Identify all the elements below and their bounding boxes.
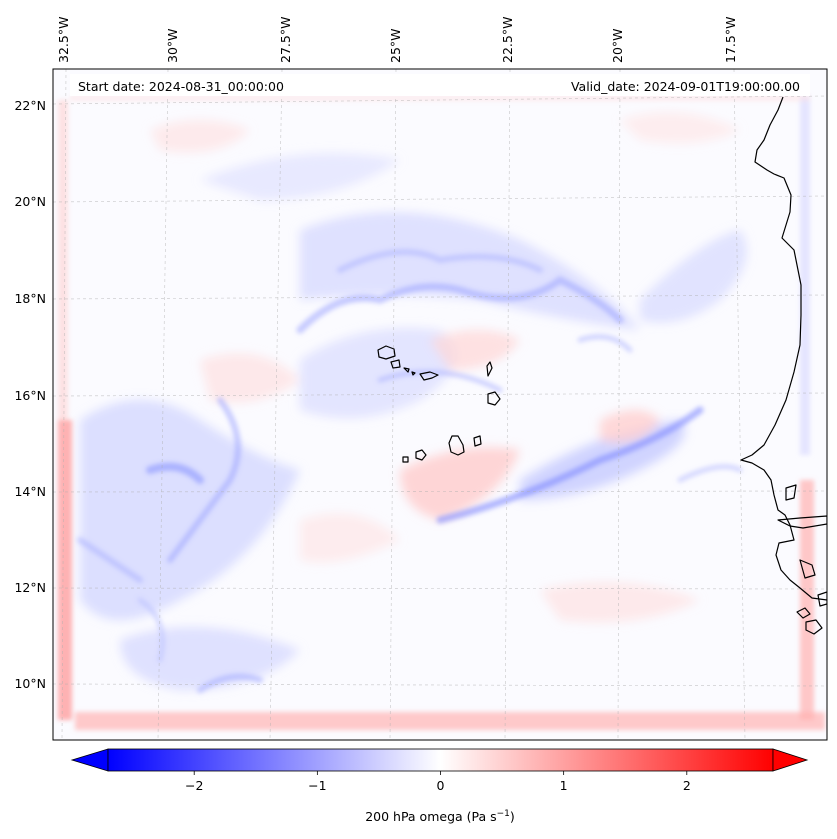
start-date-text: Start date: 2024-08-31_00:00:00	[78, 79, 284, 94]
colorbar-tick-label: 1	[560, 778, 568, 793]
map-frame	[52, 68, 828, 741]
lon-label-22-5w: 22.5°W	[500, 17, 515, 63]
colorbar-ticks: −2 −1 0 1 2	[185, 771, 691, 793]
lat-label-20n: 20°N	[14, 194, 46, 209]
date-header-band	[70, 74, 810, 96]
coastline	[740, 96, 827, 635]
colorbar-label: 200 hPa omega (Pa s−1)	[365, 809, 515, 824]
lon-label-27-5w: 27.5°W	[278, 17, 293, 63]
longitude-labels: 32.5°W 30°W 27.5°W 25°W 22.5°W 20°W 17.5…	[56, 17, 738, 63]
map-panel: Start date: 2024-08-31_00:00:00 Valid_da…	[53, 69, 827, 740]
lat-label-14n: 14°N	[14, 484, 46, 499]
boundary-artifacts	[58, 95, 825, 730]
lat-label-18n: 18°N	[14, 291, 46, 306]
latitude-labels: 22°N 20°N 18°N 16°N 14°N 12°N 10°N	[14, 98, 46, 691]
lon-label-25w: 25°W	[388, 28, 403, 63]
lon-label-20w: 20°W	[610, 28, 625, 63]
lat-label-16n: 16°N	[14, 388, 46, 403]
lat-label-12n: 12°N	[14, 580, 46, 595]
cape-verde-islands	[377, 345, 501, 463]
colorbar-label-suffix: )	[510, 809, 515, 824]
gridlines	[53, 69, 827, 740]
colorbar-tick-label: 2	[683, 778, 691, 793]
colorbar-tick-label: −2	[185, 778, 203, 793]
lat-label-22n: 22°N	[14, 98, 46, 113]
lon-label-17-5w: 17.5°W	[723, 17, 738, 63]
colorbar-label-exponent: −1	[497, 809, 510, 819]
colorbar-extend-right	[772, 748, 809, 772]
colorbar-body	[107, 748, 774, 772]
omega-streaks	[77, 249, 743, 693]
colorbar: −2 −1 0 1 2 200 hPa omega (Pa s−1)	[70, 748, 809, 824]
lon-label-30w: 30°W	[165, 28, 180, 63]
colorbar-extend-left	[70, 748, 109, 772]
lon-label-32-5w: 32.5°W	[56, 17, 71, 63]
lat-label-10n: 10°N	[14, 676, 46, 691]
colorbar-tick-label: 0	[437, 778, 445, 793]
colorbar-label-prefix: 200 hPa omega (Pa s	[365, 809, 496, 824]
colorbar-tick-label: −1	[308, 778, 326, 793]
valid-date-text: Valid_date: 2024-09-01T19:00:00.00	[571, 79, 800, 94]
omega-field	[80, 112, 747, 690]
